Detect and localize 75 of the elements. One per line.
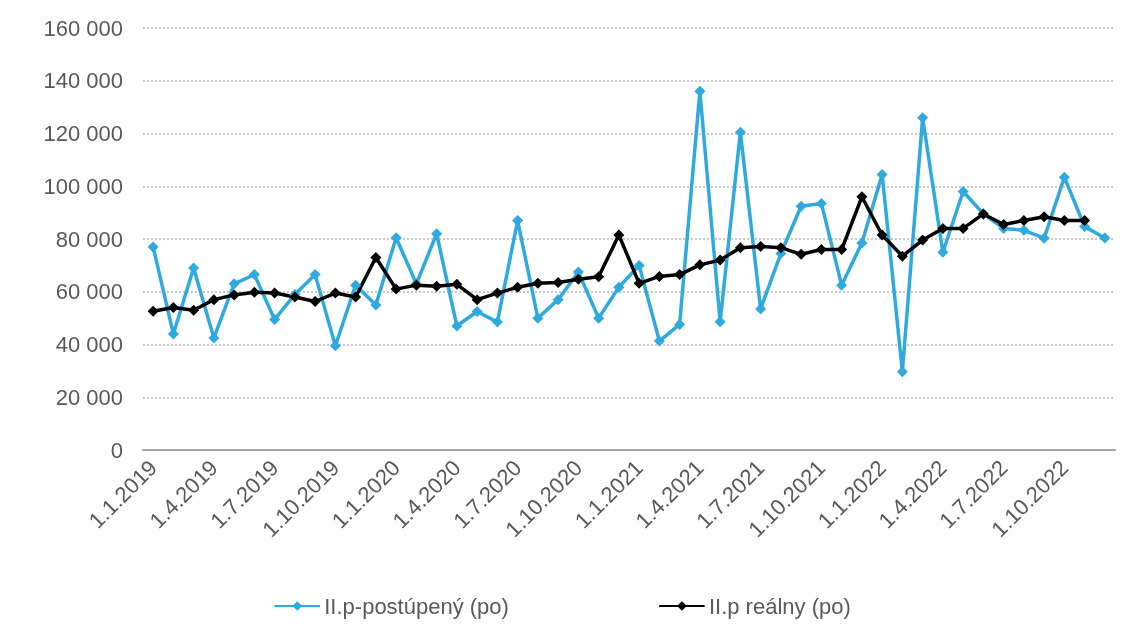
point — [998, 218, 1010, 230]
point — [350, 279, 362, 291]
point — [188, 304, 200, 316]
point — [532, 312, 544, 324]
point — [208, 294, 220, 306]
y-tick-label: 20 000 — [55, 384, 123, 410]
legend-label: II.p-postúpený (po) — [324, 593, 509, 619]
point — [896, 250, 908, 262]
point — [836, 244, 848, 256]
point — [795, 248, 807, 260]
point — [572, 273, 584, 285]
point — [876, 229, 888, 241]
point — [856, 191, 868, 203]
point — [653, 335, 665, 347]
point — [1099, 232, 1111, 244]
point — [451, 320, 463, 332]
point — [370, 251, 382, 263]
point — [1038, 211, 1050, 223]
point — [309, 296, 321, 308]
point — [248, 286, 260, 298]
point — [248, 269, 260, 281]
point — [552, 294, 564, 306]
y-tick-label: 120 000 — [43, 121, 123, 146]
point — [147, 305, 159, 317]
y-tick-label: 160 000 — [43, 15, 123, 41]
point — [593, 312, 605, 324]
point — [269, 287, 281, 299]
point — [1079, 215, 1091, 227]
point — [228, 278, 240, 290]
y-tick-label: 140 000 — [43, 68, 123, 94]
point — [613, 229, 625, 241]
point — [775, 242, 787, 254]
point — [491, 316, 503, 328]
point — [1038, 232, 1050, 244]
y-tick-label: 40 000 — [55, 332, 123, 357]
point — [431, 280, 443, 292]
point — [451, 278, 463, 290]
point — [269, 313, 281, 325]
point — [532, 277, 544, 289]
legend-label: II.p reálny (po) — [708, 593, 851, 619]
point — [390, 283, 402, 295]
point — [390, 232, 402, 244]
point — [856, 237, 868, 249]
point — [471, 294, 483, 306]
point — [471, 306, 483, 318]
point — [795, 200, 807, 212]
y-tick-label: 80 000 — [55, 226, 123, 252]
point — [491, 287, 503, 299]
point — [633, 259, 645, 271]
point — [815, 244, 827, 256]
point — [329, 287, 341, 299]
point — [1018, 215, 1030, 227]
point — [674, 269, 686, 281]
point — [147, 241, 159, 253]
point — [653, 270, 665, 282]
point — [957, 186, 969, 198]
point — [714, 254, 726, 266]
y-tick-label: 60 000 — [55, 279, 123, 305]
y-tick-label: 0 — [110, 437, 123, 463]
point — [815, 197, 827, 209]
point — [694, 259, 706, 271]
y-tick-label: 100 000 — [43, 173, 123, 199]
point — [593, 271, 605, 283]
point — [370, 299, 382, 311]
point — [167, 302, 179, 314]
point — [1018, 224, 1030, 236]
point — [309, 269, 321, 281]
point — [512, 281, 524, 293]
point — [1058, 215, 1070, 227]
point — [917, 234, 929, 246]
point — [350, 291, 362, 303]
point — [734, 242, 746, 254]
point — [613, 281, 625, 293]
point — [228, 289, 240, 301]
point — [633, 277, 645, 289]
